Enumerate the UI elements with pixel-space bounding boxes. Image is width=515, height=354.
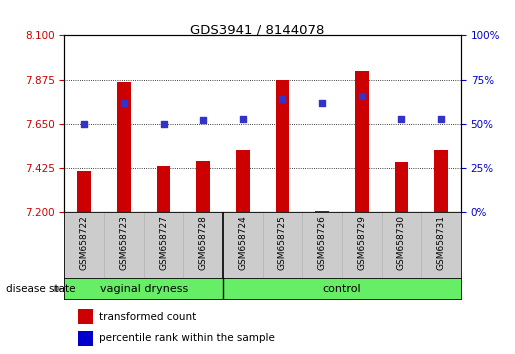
Point <box>398 116 406 121</box>
Bar <box>315 211 329 212</box>
Text: GSM658727: GSM658727 <box>159 215 168 270</box>
Point <box>437 116 445 121</box>
Text: GSM658723: GSM658723 <box>119 215 128 270</box>
Bar <box>78 331 93 346</box>
Point <box>199 118 207 123</box>
Bar <box>394 162 408 212</box>
Point <box>80 121 89 127</box>
Polygon shape <box>54 285 63 292</box>
Bar <box>117 82 131 212</box>
Text: GSM658726: GSM658726 <box>318 215 327 270</box>
Text: vaginal dryness: vaginal dryness <box>99 284 188 293</box>
Text: GSM658731: GSM658731 <box>437 215 445 270</box>
Bar <box>157 166 170 212</box>
Text: GDS3941 / 8144078: GDS3941 / 8144078 <box>191 23 324 36</box>
Point <box>357 93 366 98</box>
Bar <box>355 71 369 212</box>
Text: GSM658729: GSM658729 <box>357 215 366 270</box>
Point <box>278 96 286 102</box>
Bar <box>196 161 210 212</box>
Text: GSM658725: GSM658725 <box>278 215 287 270</box>
Point <box>119 100 128 105</box>
Point <box>238 116 247 121</box>
Text: transformed count: transformed count <box>99 312 196 322</box>
Bar <box>78 309 93 324</box>
Bar <box>276 80 289 212</box>
Bar <box>77 171 91 212</box>
Text: control: control <box>322 284 361 293</box>
Text: percentile rank within the sample: percentile rank within the sample <box>99 333 275 343</box>
Text: GSM658722: GSM658722 <box>80 215 89 270</box>
Text: GSM658730: GSM658730 <box>397 215 406 270</box>
Text: GSM658724: GSM658724 <box>238 215 247 270</box>
Text: GSM658728: GSM658728 <box>199 215 208 270</box>
Point <box>159 121 167 127</box>
Text: disease state: disease state <box>6 284 76 294</box>
Point <box>318 100 327 105</box>
Bar <box>434 150 448 212</box>
Bar <box>236 150 250 212</box>
